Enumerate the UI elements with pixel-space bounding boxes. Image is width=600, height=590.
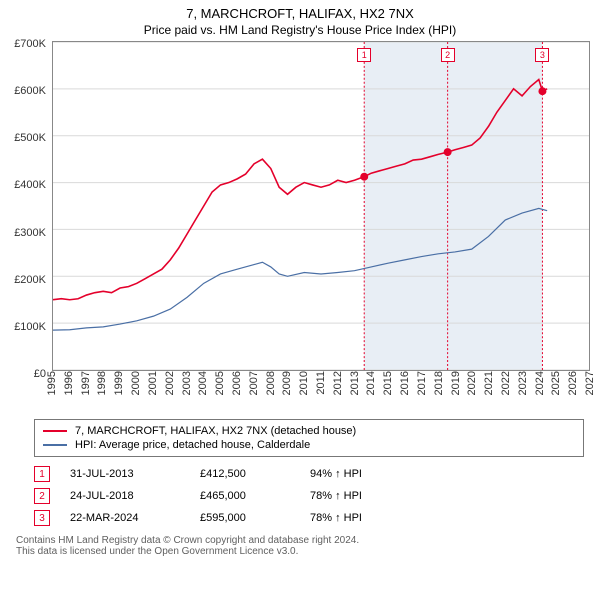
footer-line-2: This data is licensed under the Open Gov… [16, 546, 584, 557]
sale-marker-badge: 1 [357, 48, 371, 62]
x-tick-label: 1998 [96, 371, 108, 395]
chart-subtitle: Price paid vs. HM Land Registry's House … [0, 21, 600, 41]
legend-label: 7, MARCHCROFT, HALIFAX, HX2 7NX (detache… [75, 425, 356, 437]
sale-price: £595,000 [200, 512, 290, 524]
sale-price: £412,500 [200, 468, 290, 480]
x-tick-label: 2014 [365, 371, 377, 395]
sale-date: 31-JUL-2013 [70, 468, 180, 480]
x-tick-label: 2018 [433, 371, 445, 395]
x-tick-label: 2027 [584, 371, 596, 395]
x-tick-label: 2019 [450, 371, 462, 395]
x-tick-label: 2023 [517, 371, 529, 395]
sale-date: 22-MAR-2024 [70, 512, 180, 524]
x-tick-label: 2009 [281, 371, 293, 395]
y-tick-label: £600K [14, 85, 46, 97]
x-tick-label: 2024 [534, 371, 546, 395]
y-tick-label: £300K [14, 227, 46, 239]
x-tick-label: 2017 [416, 371, 428, 395]
sale-date: 24-JUL-2018 [70, 490, 180, 502]
x-tick-label: 2013 [349, 371, 361, 395]
x-tick-label: 2025 [550, 371, 562, 395]
legend-swatch [43, 430, 67, 432]
legend-item: HPI: Average price, detached house, Cald… [43, 438, 575, 452]
y-tick-label: £100K [14, 321, 46, 333]
x-tick-label: 1997 [80, 371, 92, 395]
legend-item: 7, MARCHCROFT, HALIFAX, HX2 7NX (detache… [43, 424, 575, 438]
sale-marker-badge: 2 [441, 48, 455, 62]
footer-attribution: Contains HM Land Registry data © Crown c… [16, 535, 584, 557]
sale-marker-badge: 3 [535, 48, 549, 62]
x-tick-label: 2021 [483, 371, 495, 395]
chart-svg [53, 42, 589, 370]
x-tick-label: 2004 [197, 371, 209, 395]
sale-number-badge: 3 [34, 510, 50, 526]
x-tick-label: 1996 [63, 371, 75, 395]
sale-pct-vs-hpi: 94% ↑ HPI [310, 468, 420, 480]
sale-row: 2 24-JUL-2018 £465,000 78% ↑ HPI [34, 485, 584, 507]
x-tick-label: 2005 [214, 371, 226, 395]
sale-number-badge: 1 [34, 466, 50, 482]
x-tick-label: 2003 [181, 371, 193, 395]
x-tick-label: 1999 [113, 371, 125, 395]
x-tick-label: 2026 [567, 371, 579, 395]
legend-label: HPI: Average price, detached house, Cald… [75, 439, 310, 451]
x-tick-label: 2001 [147, 371, 159, 395]
x-tick-label: 2011 [315, 371, 327, 395]
x-tick-label: 2022 [500, 371, 512, 395]
sale-price: £465,000 [200, 490, 290, 502]
chart-title: 7, MARCHCROFT, HALIFAX, HX2 7NX [0, 0, 600, 21]
sale-pct-vs-hpi: 78% ↑ HPI [310, 512, 420, 524]
y-tick-label: £200K [14, 274, 46, 286]
sale-number-badge: 2 [34, 488, 50, 504]
y-tick-label: £500K [14, 132, 46, 144]
x-tick-label: 2015 [382, 371, 394, 395]
x-tick-label: 2008 [265, 371, 277, 395]
legend-swatch [43, 444, 67, 446]
x-tick-label: 2020 [466, 371, 478, 395]
x-axis-labels: 1995199619971998199920002001200220032004… [52, 371, 590, 415]
x-tick-label: 2016 [399, 371, 411, 395]
chart-plot-area: 1 2 3 [52, 41, 590, 371]
y-tick-label: £0 [34, 368, 46, 380]
sale-row: 3 22-MAR-2024 £595,000 78% ↑ HPI [34, 507, 584, 529]
x-tick-label: 2010 [298, 371, 310, 395]
y-axis-labels: £0£100K£200K£300K£400K£500K£600K£700K [0, 44, 50, 374]
y-tick-label: £700K [14, 38, 46, 50]
x-tick-label: 2007 [248, 371, 260, 395]
chart-legend: 7, MARCHCROFT, HALIFAX, HX2 7NX (detache… [34, 419, 584, 457]
sale-pct-vs-hpi: 78% ↑ HPI [310, 490, 420, 502]
footer-line-1: Contains HM Land Registry data © Crown c… [16, 535, 584, 546]
sale-row: 1 31-JUL-2013 £412,500 94% ↑ HPI [34, 463, 584, 485]
x-tick-label: 1995 [46, 371, 58, 395]
sales-table: 1 31-JUL-2013 £412,500 94% ↑ HPI 2 24-JUL-201… [34, 463, 584, 529]
x-tick-label: 2000 [130, 371, 142, 395]
x-tick-label: 2006 [231, 371, 243, 395]
x-tick-label: 2002 [164, 371, 176, 395]
y-tick-label: £400K [14, 179, 46, 191]
x-tick-label: 2012 [332, 371, 344, 395]
